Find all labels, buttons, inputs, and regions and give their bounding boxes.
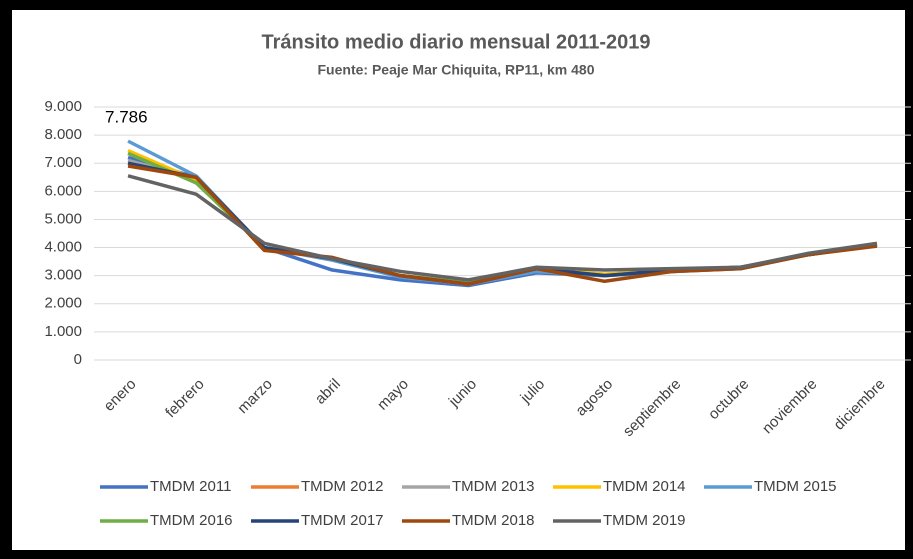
data-label: 7.786 [105,108,148,127]
y-tick-label: 8.000 [44,126,82,143]
chart-subtitle: Fuente: Peaje Mar Chiquita, RP11, km 480 [318,62,595,78]
series-line [127,174,878,282]
y-tick-label: 1.000 [44,323,82,340]
legend-label: TMDM 2011 [150,478,231,495]
legend-label: TMDM 2015 [754,478,837,495]
y-tick-label: 5.000 [44,210,82,227]
legend-label: TMDM 2014 [603,478,686,495]
chart-title: Tránsito medio diario mensual 2011-2019 [261,31,650,53]
y-tick-label: 0 [74,351,82,368]
y-tick-label: 4.000 [44,239,82,256]
y-tick-label: 9.000 [44,98,82,115]
legend-label: TMDM 2018 [452,512,535,529]
y-tick-label: 3.000 [44,267,82,284]
legend-label: TMDM 2012 [301,478,384,495]
y-tick-label: 7.000 [44,154,82,171]
y-tick-label: 6.000 [44,182,82,199]
y-tick-label: 2.000 [44,295,82,312]
legend-label: TMDM 2016 [150,512,233,529]
legend-label: TMDM 2019 [603,512,686,529]
legend-label: TMDM 2017 [301,512,384,529]
legend-label: TMDM 2013 [452,478,535,495]
